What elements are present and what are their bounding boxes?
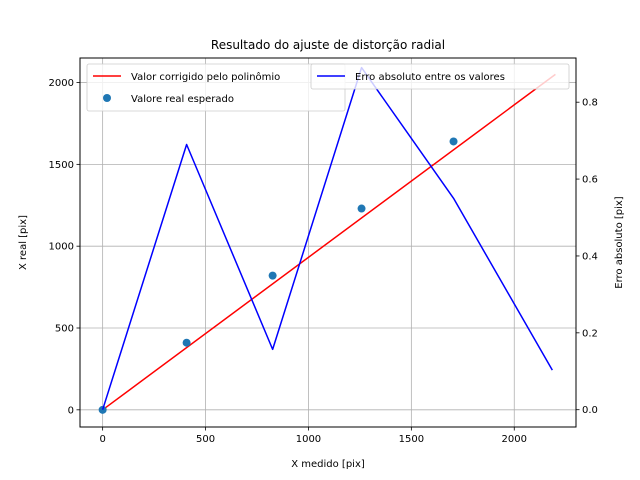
x-axis-label: X medido [pix]	[291, 459, 365, 470]
legend-left: Valor corrigido pelo polinômio Valore rea…	[86, 63, 346, 112]
x-tick-label: 0	[99, 434, 105, 445]
series-line-2	[101, 66, 553, 410]
x-axis-ticks: 0 500 1000 1500 2000	[99, 427, 527, 445]
data-point	[98, 405, 107, 414]
series-line-0	[102, 73, 556, 411]
y2-tick-label: 0.6	[582, 175, 598, 186]
y-tick-label: 1500	[49, 160, 74, 171]
y2-axis-ticks: 0.0 0.2 0.4 0.6 0.8	[576, 98, 598, 416]
y-tick-label: 1000	[49, 242, 74, 253]
data-point	[182, 338, 191, 347]
legend-label: Valore real esperado	[131, 94, 234, 105]
y2-tick-label: 0.4	[582, 251, 598, 262]
y2-tick-label: 0.2	[582, 328, 598, 339]
x-tick-label: 1500	[399, 434, 424, 445]
series-layer	[98, 66, 556, 414]
legend-label: Valor corrigido pelo polinômio	[131, 71, 280, 83]
legend-right: Erro absoluto entre os valores	[310, 63, 570, 90]
y2-axis-label: Erro absoluto [pix]	[614, 196, 625, 289]
legend-marker-swatch	[103, 94, 111, 102]
y2-tick-label: 0.8	[582, 98, 598, 109]
y-axis-label: X real [pix]	[18, 215, 29, 270]
legend-box	[310, 63, 570, 90]
x-tick-label: 500	[196, 434, 215, 445]
x-tick-label: 1000	[296, 434, 321, 445]
data-point	[268, 271, 277, 280]
legend-label: Erro absoluto entre os valores	[355, 72, 505, 83]
y-tick-label: 500	[55, 324, 74, 335]
y-tick-label: 0	[68, 405, 74, 416]
chart-title: Resultado do ajuste de distorção radial	[211, 38, 445, 52]
data-point	[449, 137, 458, 146]
plot-frame	[79, 57, 577, 428]
y-tick-label: 2000	[49, 78, 74, 89]
y2-tick-label: 0.0	[582, 405, 598, 416]
x-tick-label: 2000	[502, 434, 527, 445]
y-axis-ticks: 0 500 1000 1500 2000	[49, 78, 80, 416]
data-point	[357, 204, 366, 213]
